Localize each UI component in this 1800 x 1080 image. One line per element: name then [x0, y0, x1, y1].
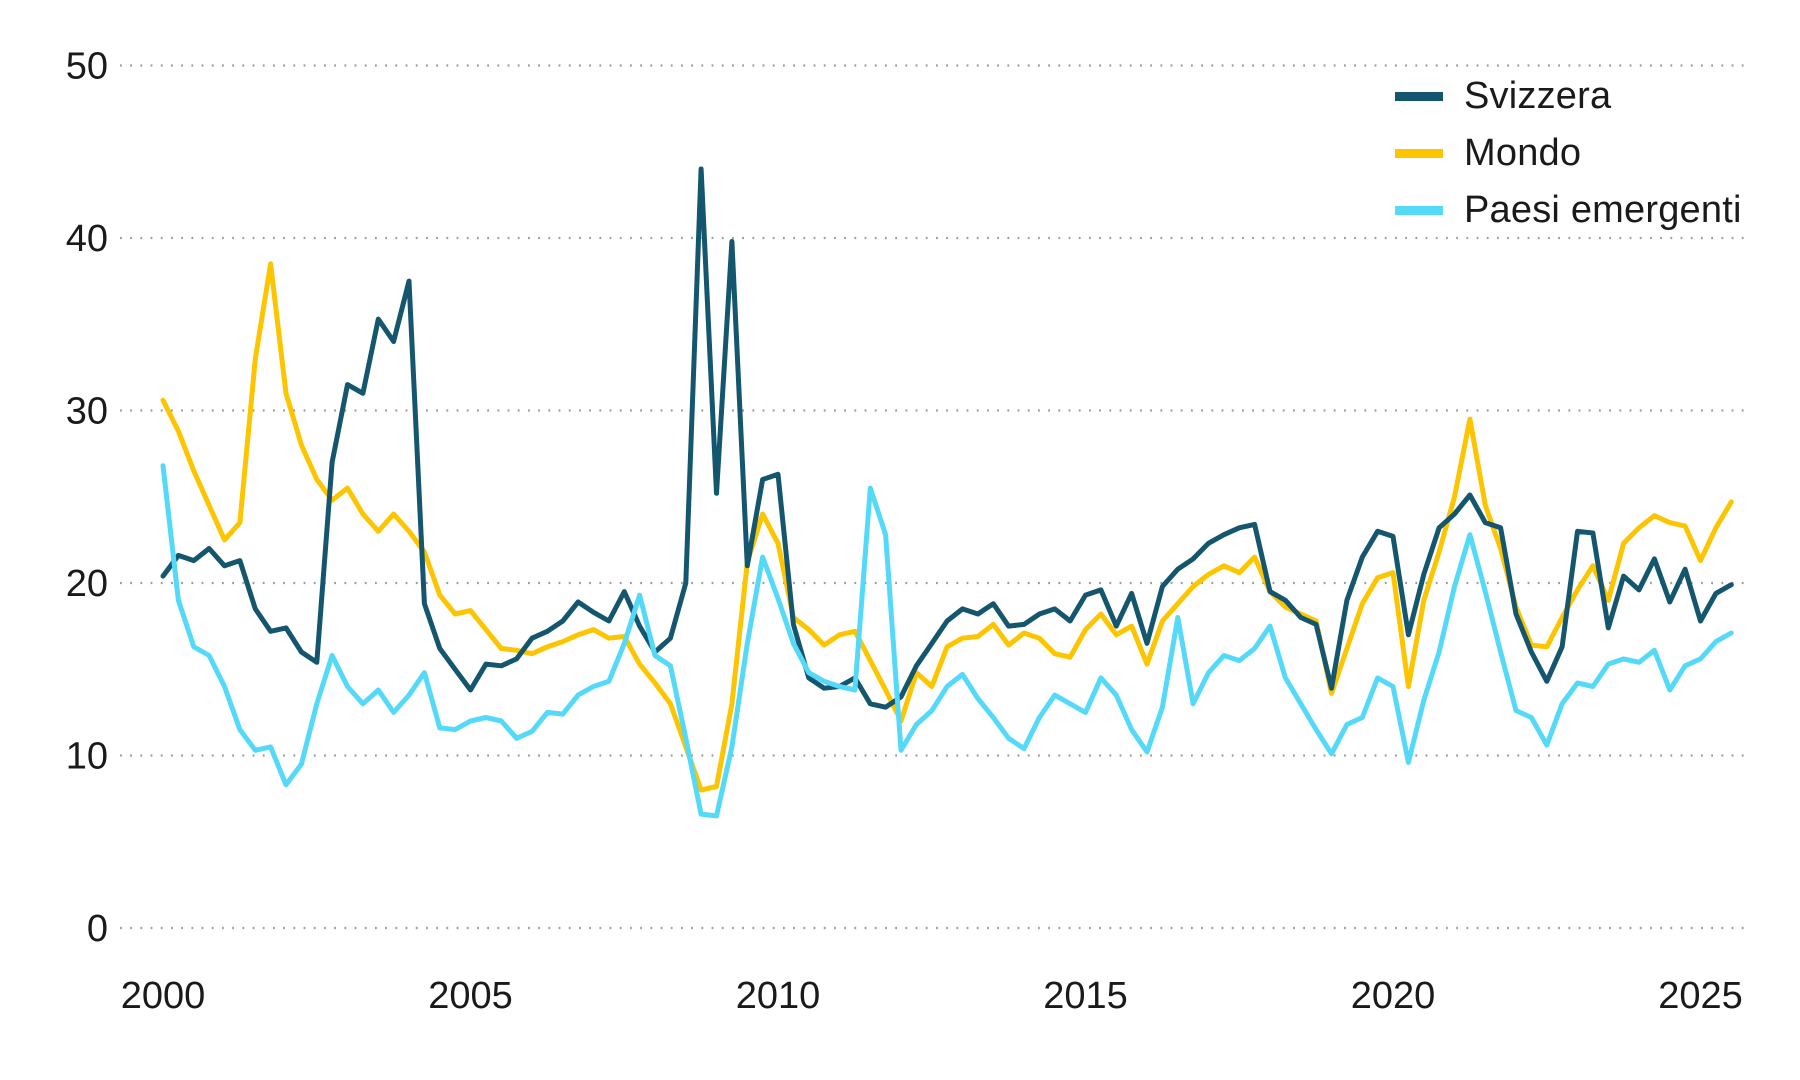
chart-legend: Svizzera Mondo Paesi emergenti — [1395, 75, 1742, 231]
legend-swatch-svizzera — [1395, 92, 1443, 101]
series-line-svizzera — [160, 166, 1734, 710]
legend-swatch-mondo — [1395, 149, 1443, 158]
y-tick-label: 50 — [66, 46, 108, 88]
y-tick-label: 20 — [66, 563, 108, 605]
legend-item-svizzera: Svizzera — [1395, 75, 1742, 117]
legend-item-mondo: Mondo — [1395, 132, 1742, 174]
legend-label-mondo: Mondo — [1464, 132, 1582, 174]
y-tick-label: 30 — [66, 391, 108, 433]
legend-label-svizzera: Svizzera — [1464, 75, 1612, 117]
series-line-paesi-emergenti — [160, 463, 1734, 819]
y-tick-label: 10 — [66, 736, 108, 778]
legend-item-paesi-emergenti: Paesi emergenti — [1395, 189, 1742, 231]
x-tick-label: 2010 — [736, 975, 821, 1017]
legend-swatch-paesi-emergenti — [1395, 206, 1443, 215]
y-tick-label: 40 — [66, 218, 108, 260]
x-tick-label: 2015 — [1043, 975, 1128, 1017]
legend-label-paesi-emergenti: Paesi emergenti — [1464, 189, 1742, 231]
x-tick-label: 2005 — [428, 975, 513, 1017]
x-tick-label: 2000 — [121, 975, 206, 1017]
x-tick-label: 2020 — [1351, 975, 1436, 1017]
x-tick-label: 2025 — [1658, 975, 1743, 1017]
y-tick-label: 0 — [87, 908, 108, 950]
